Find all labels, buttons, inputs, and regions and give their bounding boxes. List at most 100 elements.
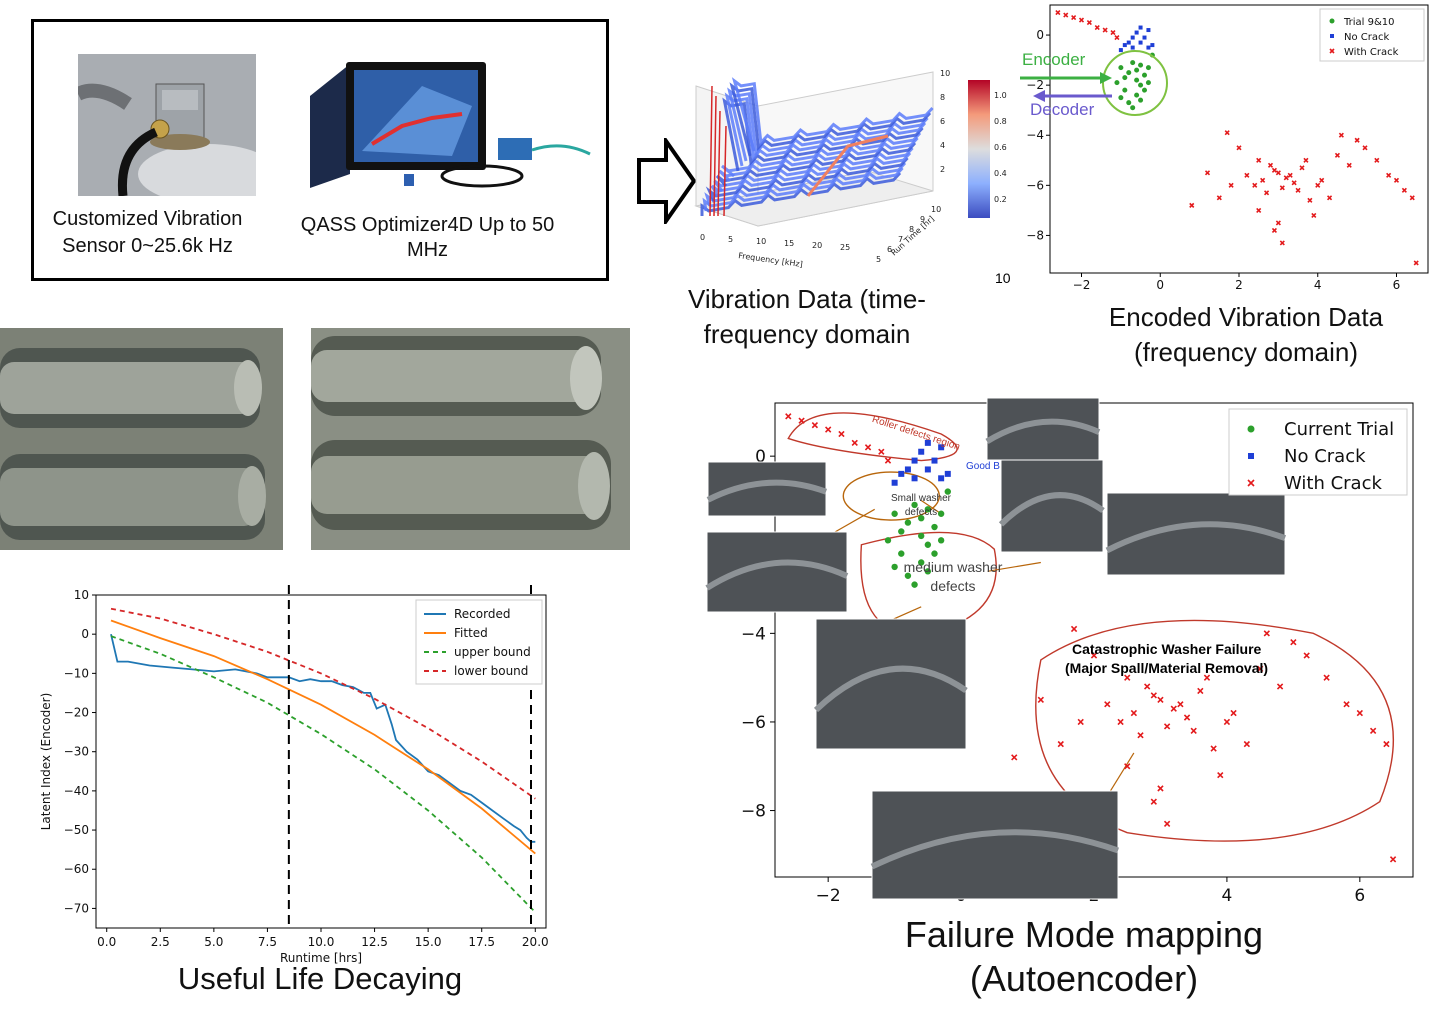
data-point bbox=[944, 488, 951, 495]
data-point bbox=[1389, 856, 1397, 863]
waterfall-x-tick: 0 bbox=[700, 233, 705, 242]
y-tick-label: −6 bbox=[1026, 178, 1044, 192]
washer-surface-inset-ring bbox=[998, 492, 1105, 527]
data-point bbox=[1090, 652, 1098, 659]
data-point bbox=[1190, 727, 1197, 734]
data-point bbox=[1243, 740, 1251, 748]
data-point bbox=[911, 501, 918, 509]
legend-swatch bbox=[1247, 425, 1255, 433]
data-point bbox=[1334, 152, 1341, 158]
x-tick-label: 0.0 bbox=[97, 935, 116, 949]
waterfall-x-tick: 25 bbox=[840, 243, 850, 252]
x-tick-label: 20.0 bbox=[522, 935, 549, 949]
medium-defect-closeup-inset-ring bbox=[813, 665, 968, 713]
data-point bbox=[1256, 665, 1264, 672]
encoded-scatter-chart: −2 0 2 4 6 0 −2 −4 −6 −8 Trial 9&10 No Crack With Cr… bbox=[1026, 4, 1429, 292]
x-tick-label: 10.0 bbox=[308, 935, 335, 949]
data-point bbox=[1275, 170, 1281, 176]
data-point bbox=[911, 581, 918, 588]
bearing-photo-right bbox=[311, 328, 630, 550]
data-point bbox=[1150, 43, 1155, 48]
data-point bbox=[918, 532, 925, 540]
data-point bbox=[798, 417, 805, 424]
data-point bbox=[1150, 798, 1157, 805]
data-point bbox=[938, 444, 945, 451]
legend-label: lower bound bbox=[454, 664, 528, 678]
waterfall-y-tick: 6 bbox=[887, 245, 892, 254]
encoded-data-caption: Encoded Vibration Data (frequency domain… bbox=[1108, 302, 1384, 367]
waterfall-x-tick: 10 bbox=[756, 237, 766, 246]
data-point bbox=[1279, 240, 1285, 246]
data-point bbox=[1216, 195, 1222, 201]
vibration-sensor-photo bbox=[78, 54, 256, 196]
data-point bbox=[1138, 25, 1143, 30]
data-point bbox=[937, 537, 945, 544]
y-tick-label: −8 bbox=[1026, 228, 1044, 242]
data-point bbox=[851, 439, 858, 447]
x-axis-label: Runtime [hrs] bbox=[280, 951, 362, 965]
spectrum-ridge bbox=[700, 171, 902, 216]
data-point bbox=[918, 448, 925, 455]
waterfall-x-tick: 5 bbox=[728, 235, 733, 244]
legend-label: upper bound bbox=[454, 645, 531, 659]
x-tick-label: 17.5 bbox=[468, 935, 495, 949]
data-point bbox=[1383, 740, 1390, 748]
x-tick-label: 6 bbox=[1393, 278, 1401, 292]
sensor-caption: Customized Vibration Sensor 0~25.6k Hz bbox=[52, 208, 243, 257]
data-point bbox=[1118, 65, 1124, 71]
roller-defects-outline bbox=[787, 412, 958, 462]
data-point bbox=[1354, 137, 1360, 143]
data-point bbox=[938, 475, 945, 482]
data-point bbox=[1346, 162, 1352, 168]
x-tick-label: 7.5 bbox=[258, 935, 277, 949]
spectrum-ridge bbox=[718, 136, 919, 183]
data-point bbox=[1055, 9, 1061, 16]
y-tick-label: −70 bbox=[64, 901, 89, 915]
small-defect-inset-ring bbox=[705, 559, 849, 591]
data-point bbox=[931, 457, 938, 464]
legend-box bbox=[1228, 408, 1408, 496]
y-tick-label: −2 bbox=[1026, 78, 1044, 92]
data-point bbox=[1117, 718, 1124, 726]
good-bearing-label: Good B bbox=[966, 461, 1000, 472]
data-point bbox=[944, 470, 951, 477]
data-point bbox=[1124, 674, 1131, 681]
data-point bbox=[924, 506, 932, 513]
y-tick-label: 0 bbox=[81, 627, 89, 641]
spectrum-ridge bbox=[715, 141, 917, 188]
data-point bbox=[1138, 62, 1144, 68]
data-point bbox=[1078, 17, 1085, 23]
y-tick-label: −4 bbox=[741, 624, 766, 644]
x-tick-label: 4 bbox=[1222, 886, 1233, 906]
catastrophic-photo-inset bbox=[871, 790, 1119, 900]
colorbar-tick: 0.6 bbox=[994, 143, 1007, 152]
flow-arrow-icon bbox=[637, 138, 697, 224]
data-point bbox=[891, 563, 898, 571]
hardware-box bbox=[31, 19, 609, 281]
legend-label: No Crack bbox=[1284, 446, 1366, 467]
catastrophic-photo-inset-ring bbox=[870, 829, 1119, 870]
data-point bbox=[864, 444, 872, 451]
data-point bbox=[884, 537, 892, 544]
waterfall-y-label: Run Time [hr] bbox=[889, 214, 936, 257]
data-point bbox=[918, 514, 925, 522]
data-point bbox=[1303, 652, 1310, 659]
medium-defect-inset bbox=[1106, 492, 1286, 576]
data-point bbox=[1263, 190, 1270, 196]
data-point bbox=[904, 519, 912, 526]
data-point bbox=[878, 448, 885, 455]
stray-tick-label: 10 bbox=[995, 270, 1011, 286]
data-point bbox=[1150, 692, 1157, 699]
optimizer-illustration bbox=[302, 56, 592, 198]
data-point bbox=[1230, 709, 1237, 717]
roller-photo-inset-ring bbox=[985, 418, 1101, 444]
data-point bbox=[1369, 727, 1377, 734]
data-point bbox=[937, 510, 945, 517]
data-point bbox=[1138, 82, 1144, 88]
data-point bbox=[931, 523, 938, 531]
data-point bbox=[825, 426, 832, 433]
waterfall-z-tick: 4 bbox=[940, 141, 945, 150]
colorbar-tick: 0.8 bbox=[994, 117, 1007, 126]
y-tick-label: −10 bbox=[64, 666, 89, 680]
